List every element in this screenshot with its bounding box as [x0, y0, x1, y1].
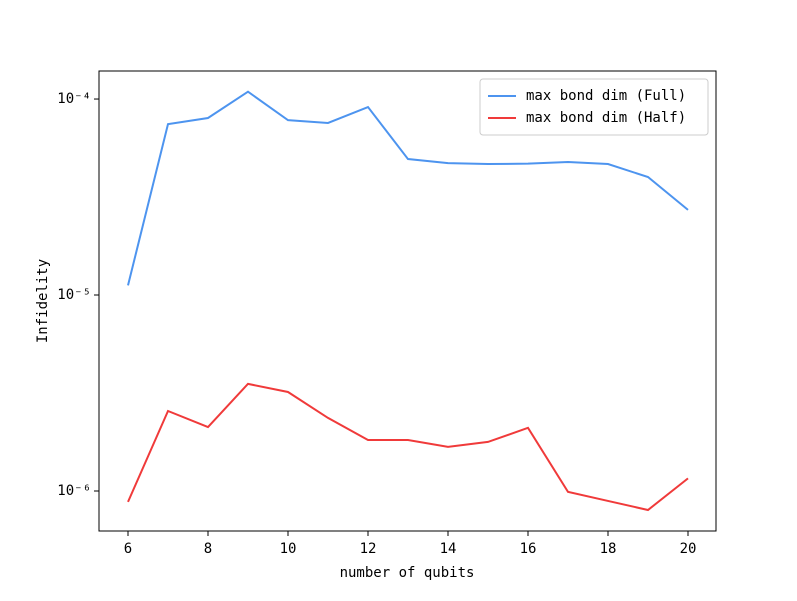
y-tick-label: 10⁻⁵ — [57, 287, 91, 303]
line-series — [127, 382, 689, 512]
x-tick-label: 18 — [600, 541, 617, 557]
x-axis-label: number of qubits — [340, 565, 475, 581]
x-tick-label: 6 — [124, 541, 132, 557]
x-tick-label: 14 — [440, 541, 457, 557]
legend-box — [479, 78, 709, 136]
y-tick-label: 10⁻⁴ — [57, 91, 91, 107]
legend-label: max bond dim (Full) — [526, 88, 686, 104]
legend-label: max bond dim (Half) — [526, 110, 686, 126]
x-tick-label: 12 — [360, 541, 377, 557]
line-series — [127, 90, 689, 286]
x-tick-label: 8 — [204, 541, 212, 557]
x-tick-label: 20 — [680, 541, 697, 557]
x-tick-label: 16 — [520, 541, 537, 557]
y-tick-label: 10⁻⁶ — [57, 483, 91, 499]
x-tick-label: 10 — [280, 541, 297, 557]
plot-frame — [98, 70, 717, 532]
y-axis-label: Infidelity — [35, 259, 51, 343]
